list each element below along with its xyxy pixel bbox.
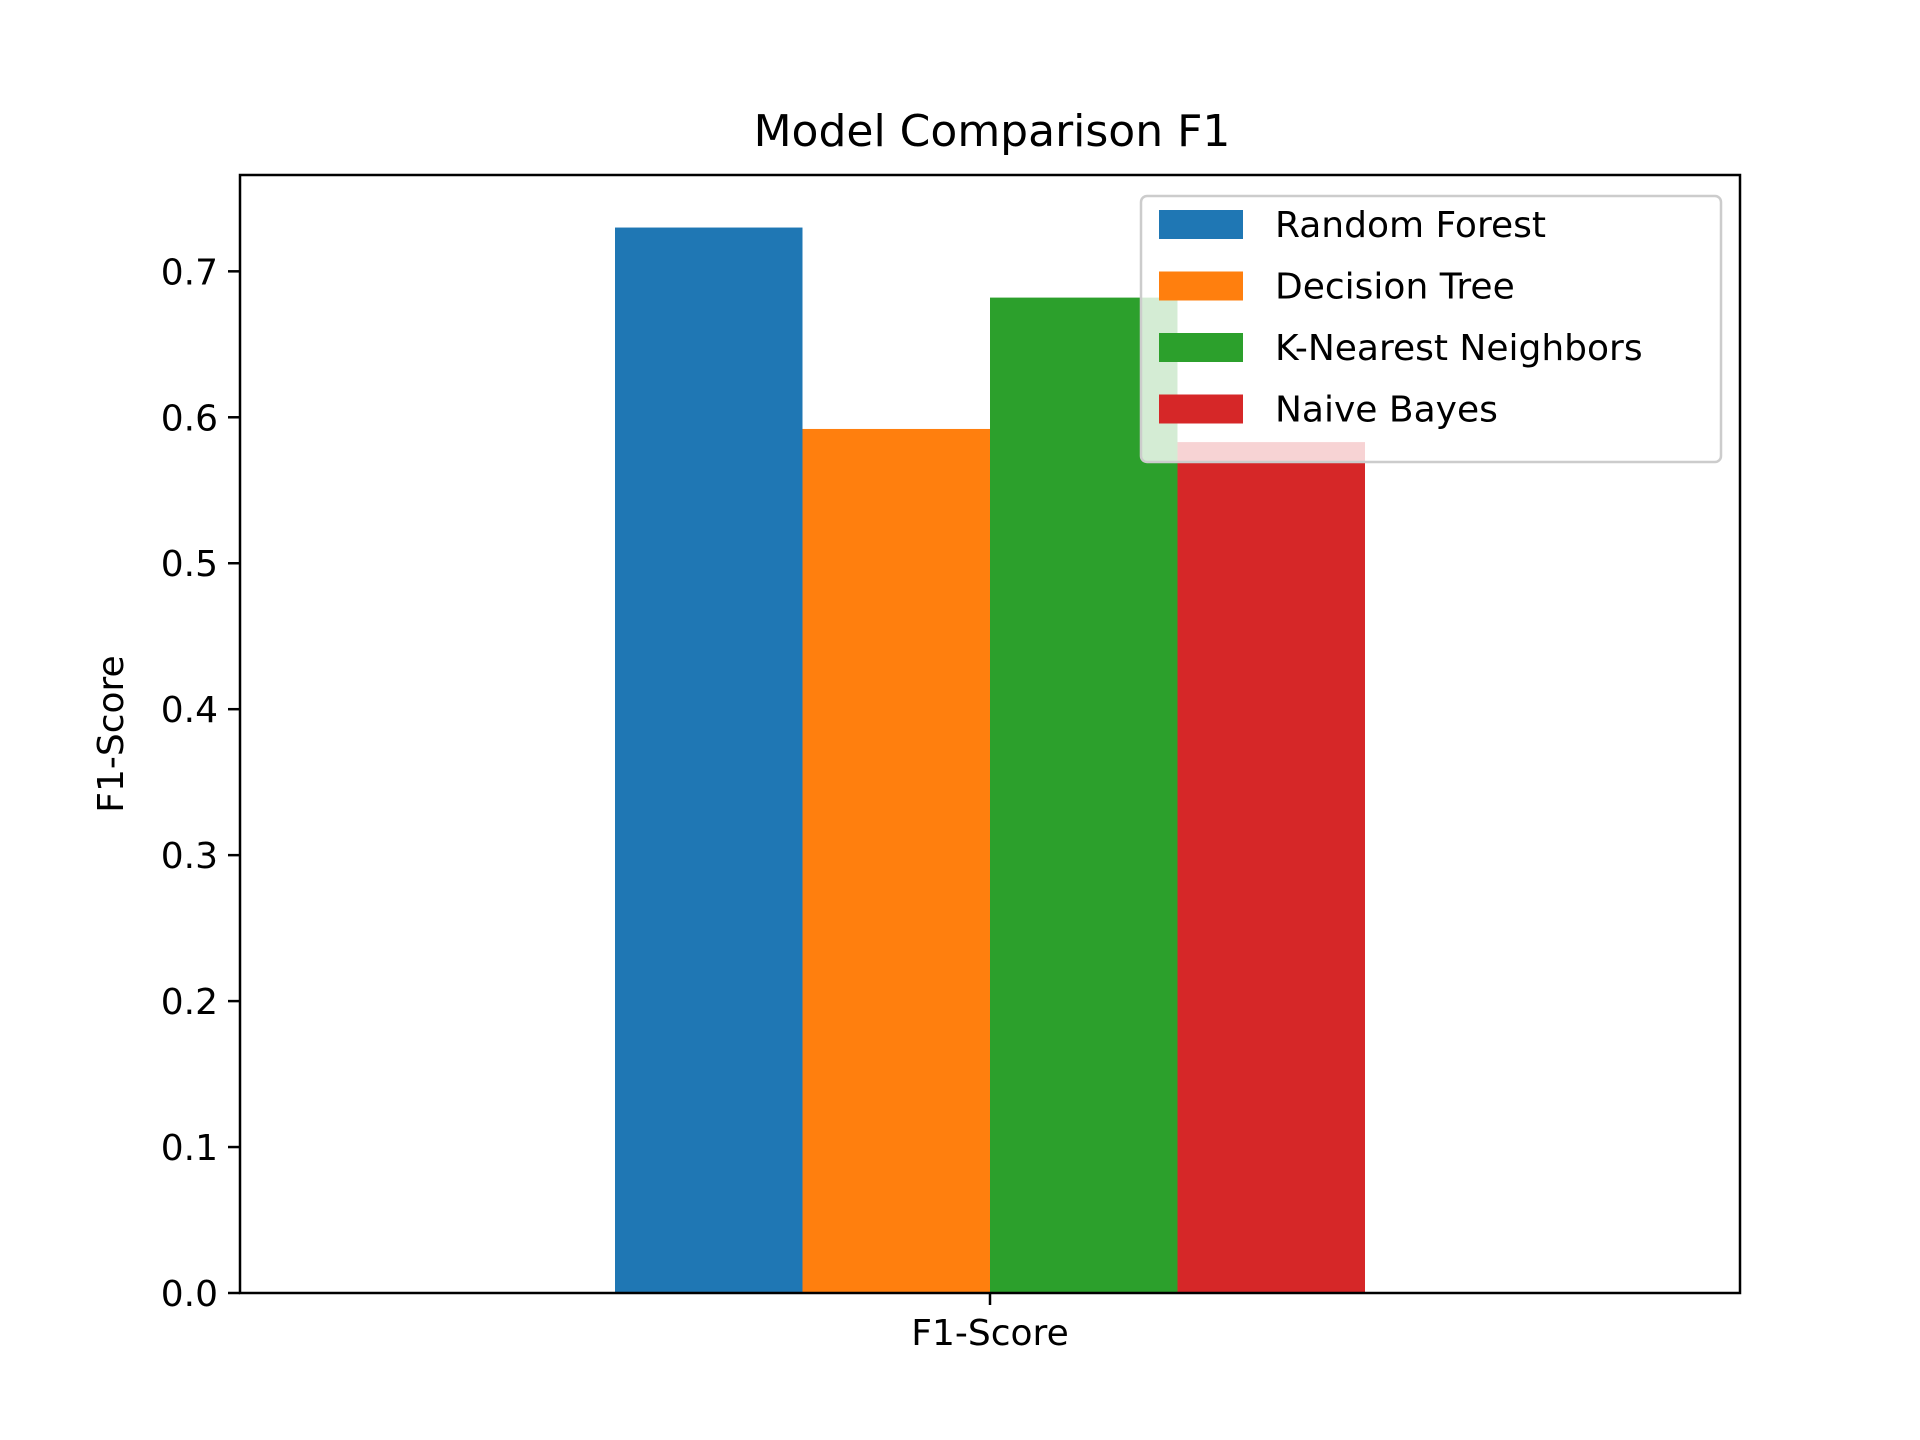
y-tick-label: 0.2	[161, 982, 218, 1023]
y-tick-label: 0.5	[161, 544, 218, 585]
y-tick-label: 0.4	[161, 690, 218, 731]
legend-label: Naive Bayes	[1275, 390, 1498, 431]
y-axis: 0.0 0.1 0.2 0.3 0.4 0.5 0.6 0.7	[161, 252, 240, 1315]
legend-swatch	[1159, 394, 1243, 424]
legend-swatch	[1159, 210, 1243, 239]
legend: Random Forest Decision Tree K-Nearest Neig…	[1139, 194, 1723, 464]
bars	[615, 227, 1365, 1293]
y-tick-label: 0.3	[161, 836, 218, 877]
legend-label: Decision Tree	[1275, 267, 1515, 308]
chart-title: Model Comparison F1	[754, 106, 1231, 157]
y-axis-label: F1-Score	[91, 655, 132, 812]
bar-decision-tree	[802, 428, 990, 1293]
y-tick-label: 0.1	[161, 1128, 218, 1169]
legend-swatch	[1159, 333, 1243, 362]
legend-label: K-Nearest Neighbors	[1275, 328, 1643, 369]
bar-k-nearest-neighbors	[990, 297, 1178, 1293]
bar-random-forest	[615, 227, 803, 1293]
y-tick-label: 0.6	[161, 398, 218, 439]
x-axis: F1-Score	[911, 1293, 1069, 1354]
legend-swatch	[1159, 271, 1243, 301]
y-tick-label: 0.7	[161, 252, 218, 293]
y-tick-label: 0.0	[161, 1274, 218, 1315]
legend-label: Random Forest	[1275, 205, 1546, 246]
x-tick-label: F1-Score	[911, 1313, 1068, 1354]
legend-box	[1139, 194, 1723, 464]
bar-naive-bayes	[1177, 442, 1365, 1293]
